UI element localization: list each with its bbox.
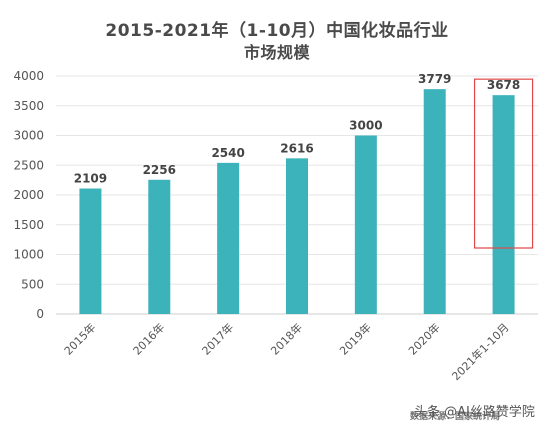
y-tick-label: 2500 (13, 158, 44, 172)
x-tick-label: 2020年 (405, 320, 442, 357)
chart-subtitle: 市场规模 (243, 43, 310, 62)
x-tick-label: 2017年 (199, 320, 236, 357)
bars (79, 89, 515, 314)
bar (217, 162, 240, 314)
y-tick-label: 1000 (13, 248, 44, 262)
data-labels: 2109 2256 2540 2616 3000 3779 3678 (74, 72, 521, 185)
x-tick-label: 2015年 (61, 320, 98, 357)
highlight-box-rect (473, 78, 534, 249)
data-label: 2616 (280, 141, 313, 155)
y-tick-label: 3500 (13, 99, 44, 113)
y-tick-label: 500 (21, 277, 44, 291)
bar (354, 135, 377, 314)
x-tick-label: 2018年 (268, 320, 305, 357)
bar (492, 95, 515, 314)
grid-lines (56, 75, 538, 315)
y-tick-label: 1500 (13, 218, 44, 232)
bar (286, 158, 308, 314)
watermark: 头条 @AI丝路赞学院 (414, 405, 535, 420)
y-tick-label: 2000 (13, 188, 44, 202)
data-source-note: 数据来源：国家统计局 (410, 412, 501, 422)
data-label: 2256 (143, 163, 176, 177)
data-label: 3000 (349, 119, 382, 133)
bar (148, 179, 171, 314)
highlight-box (473, 78, 534, 249)
data-label: 3678 (487, 78, 520, 92)
y-tick-label: 3000 (13, 129, 44, 143)
y-tick-label: 0 (36, 307, 44, 321)
bar (423, 89, 446, 314)
y-axis-ticks: 0 500 1000 1500 2000 2500 3000 3500 4000 (13, 69, 44, 321)
x-tick-label: 2019年 (337, 320, 374, 357)
data-label: 2540 (211, 146, 244, 160)
bar (79, 188, 102, 314)
chart-title: 2015-2021年（1-10月）中国化妆品行业 (105, 21, 449, 41)
x-tick-label: 2021年1-10月 (449, 320, 512, 383)
x-axis-ticks: 2015年 2016年 2017年 2018年 2019年 2020年 2021年1-10月 (61, 320, 512, 383)
x-tick-label: 2016年 (130, 320, 167, 357)
y-tick-label: 4000 (13, 69, 44, 83)
data-label: 3779 (418, 72, 451, 86)
data-label: 2109 (74, 172, 107, 186)
